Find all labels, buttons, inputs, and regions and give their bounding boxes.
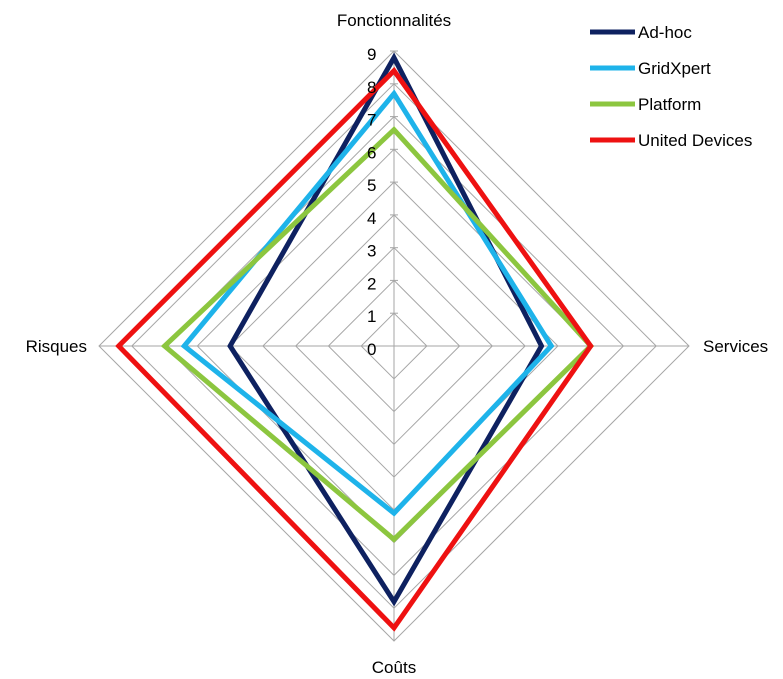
series-line-platform	[160, 126, 595, 543]
tick-label: 0	[367, 340, 376, 359]
axis-label: Risques	[26, 337, 87, 356]
tick-label: 1	[367, 307, 376, 326]
tick-label: 7	[367, 111, 376, 130]
legend-label: GridXpert	[638, 59, 711, 78]
legend-label: United Devices	[638, 131, 752, 150]
axis-labels: Fonctionnalités Services Coûts Risques	[26, 11, 769, 677]
tick-label: 6	[367, 143, 376, 162]
legend-label: Platform	[638, 95, 701, 114]
axis-label: Coûts	[372, 658, 416, 677]
radial-tick-labels: 0 1 2 3 4 5 6 7 8 9	[367, 45, 376, 359]
tick-label: 9	[367, 45, 376, 64]
tick-label: 3	[367, 242, 376, 261]
axis-label: Fonctionnalités	[337, 11, 451, 30]
tick-label: 5	[367, 176, 376, 195]
radar-series	[115, 52, 595, 632]
legend-label: Ad-hoc	[638, 23, 692, 42]
tick-label: 2	[367, 274, 376, 293]
tick-label: 4	[367, 209, 376, 228]
legend: Ad-hoc GridXpert Platform United Devices	[590, 23, 752, 150]
tick-label: 8	[367, 78, 376, 97]
axis-label: Services	[703, 337, 768, 356]
series-line-united-devices	[115, 66, 594, 632]
